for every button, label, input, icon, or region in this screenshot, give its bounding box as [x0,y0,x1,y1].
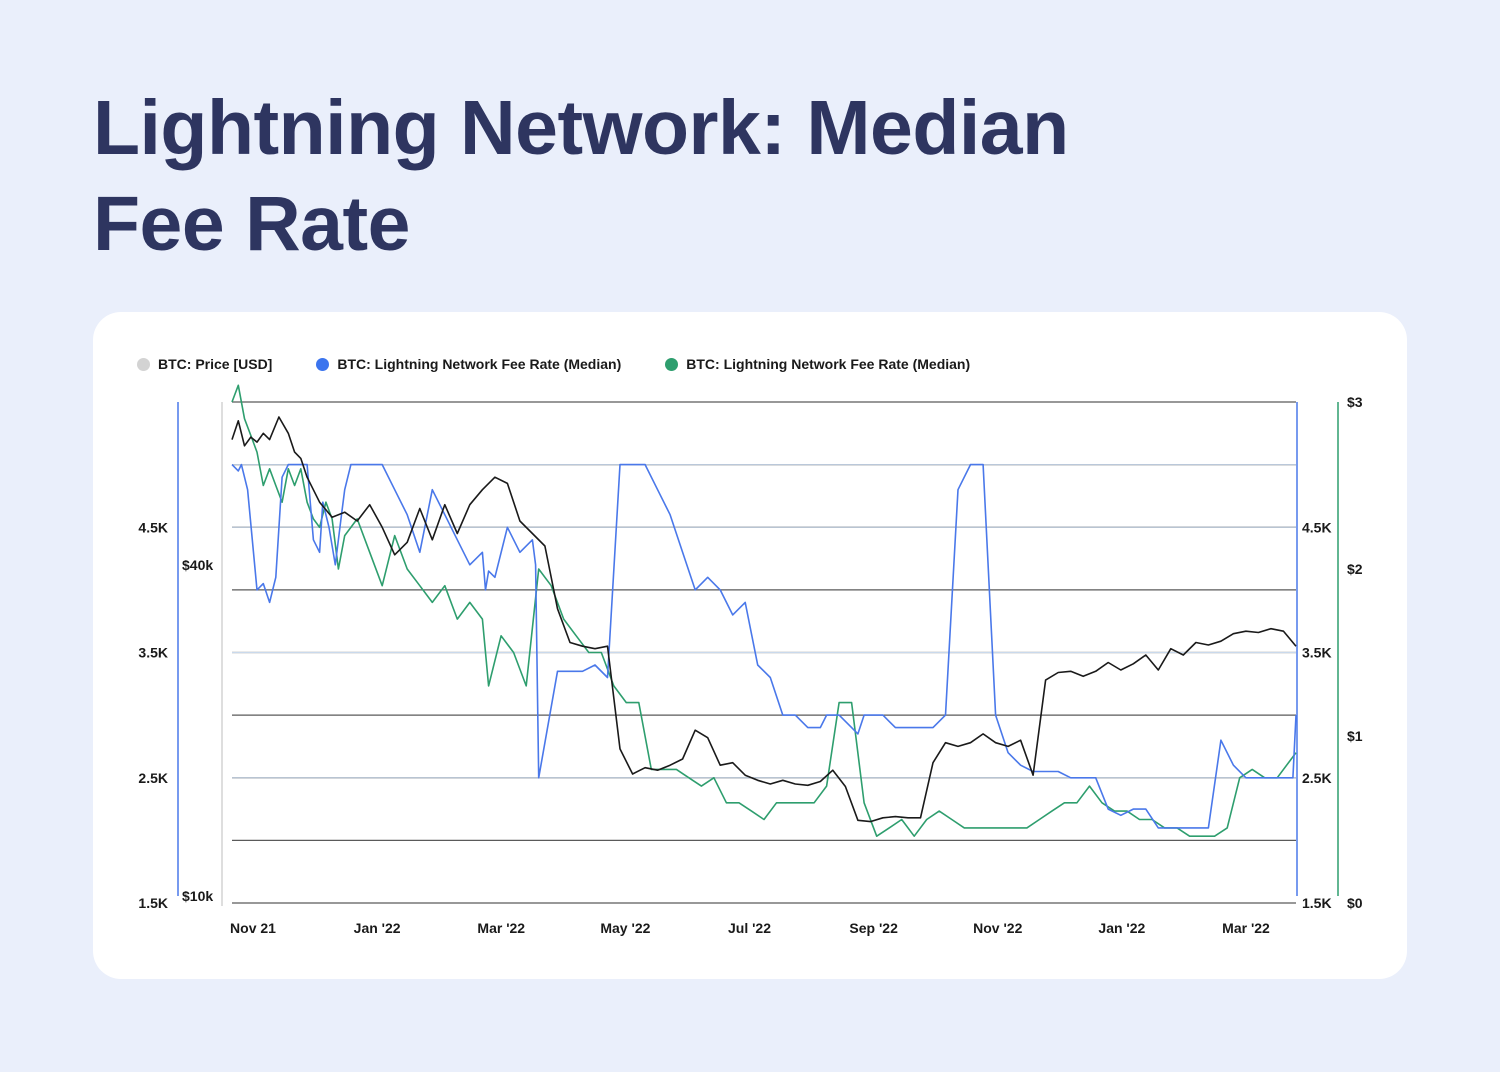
x-tick-1: Jan '22 [354,920,401,936]
legend-dot-price [137,357,150,371]
y-tick-right-outer-3: $0 [1347,895,1363,911]
y-tick-right-inner-2: 2.5K [1302,770,1332,786]
legend-item-fee-green[interactable]: BTC: Lightning Network Fee Rate (Median) [665,356,970,372]
x-tick-6: Nov '22 [973,920,1022,936]
y-tick-right-inner-1: 3.5K [1302,645,1332,661]
y-tick-left-outer-1: 3.5K [138,645,168,661]
x-tick-2: Mar '22 [477,920,525,936]
y-tick-left-outer-0: 4.5K [138,519,168,535]
legend-label-price: BTC: Price [USD] [158,356,273,372]
legend-dot-fee-blue [316,357,330,371]
series-fee-green-line [231,384,1297,838]
y-tick-left-outer-3: 1.5K [138,895,168,911]
y-tick-right-outer-2: $1 [1347,728,1363,744]
x-tick-8: Mar '22 [1222,920,1270,936]
legend-item-price[interactable]: BTC: Price [USD] [137,356,272,372]
chart-legend: BTC: Price [USD] BTC: Lightning Network … [137,354,970,374]
series-btc-price-line [231,416,1297,823]
legend-label-fee-blue: BTC: Lightning Network Fee Rate (Median) [337,356,622,372]
legend-item-fee-blue[interactable]: BTC: Lightning Network Fee Rate (Median) [316,356,621,372]
y-tick-right-inner-0: 4.5K [1302,519,1332,535]
chart-plot: 4.5K 3.5K 2.5K 1.5K 4.5K 3.5K 2.5K 1.5K $40k $10k… [138,384,1363,936]
legend-dot-fee-green [665,357,679,371]
y-tick-right-inner-3: 1.5K [1302,895,1332,911]
x-tick-0: Nov 21 [230,920,276,936]
x-tick-4: Jul '22 [728,920,771,936]
y-tick-right-outer-1: $2 [1347,561,1363,577]
legend-label-fee-green: BTC: Lightning Network Fee Rate (Median) [686,356,971,372]
y-tick-left-outer-2: 2.5K [138,770,168,786]
x-tick-3: May '22 [600,920,650,936]
chart-card: BTC: Price [USD] BTC: Lightning Network … [93,312,1407,979]
y-tick-left-inner-0: $40k [182,557,213,573]
y-tick-right-outer-0: $3 [1347,394,1363,410]
x-tick-7: Jan '22 [1098,920,1145,936]
x-tick-5: Sep '22 [849,920,898,936]
series-fee-blue-line [231,463,1297,829]
y-tick-left-inner-1: $10k [182,888,213,904]
page-title: Lightning Network: Median Fee Rate [93,85,1069,267]
